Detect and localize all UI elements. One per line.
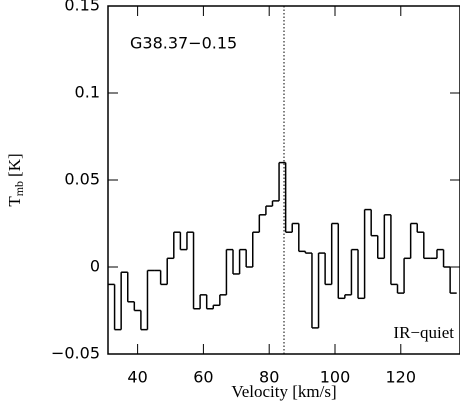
x-tick-label: 100 xyxy=(320,368,351,387)
y-label-main: T xyxy=(5,196,24,207)
y-tick-label: 0.15 xyxy=(64,0,100,15)
y-label-unit: [K] xyxy=(5,153,24,177)
class-label: IR−quiet xyxy=(393,323,454,342)
y-axis-label: Tmb [K] xyxy=(5,153,26,206)
x-axis-label: Velocity [km/s] xyxy=(231,382,336,401)
x-tick-label: 120 xyxy=(386,368,417,387)
y-tick-label: 0.05 xyxy=(64,170,100,189)
plot-frame xyxy=(107,5,460,355)
y-label-sub: mb xyxy=(12,181,26,196)
x-tick-label: 80 xyxy=(259,368,279,387)
x-tick-label: 40 xyxy=(127,368,147,387)
y-tick-label: −0.05 xyxy=(51,344,100,363)
source-label: G38.37−0.15 xyxy=(130,34,237,53)
x-tick-label: 60 xyxy=(193,368,213,387)
y-tick-label: 0 xyxy=(90,257,100,276)
y-tick-label: 0.1 xyxy=(75,83,100,102)
